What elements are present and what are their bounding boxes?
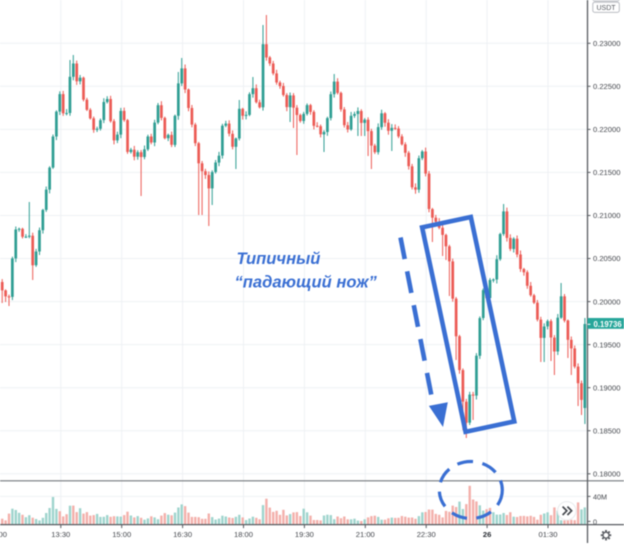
svg-text:0.23000: 0.23000 bbox=[593, 39, 620, 48]
svg-text:22:30: 22:30 bbox=[417, 530, 436, 539]
svg-text:0.18000: 0.18000 bbox=[593, 470, 620, 479]
svg-text:USDT: USDT bbox=[596, 5, 616, 12]
svg-text:0.19500: 0.19500 bbox=[593, 340, 620, 349]
svg-text:0.21000: 0.21000 bbox=[593, 211, 620, 220]
svg-text:Типичный: Типичный bbox=[237, 249, 321, 268]
svg-text:0.20500: 0.20500 bbox=[593, 254, 620, 263]
svg-text:16:30: 16:30 bbox=[173, 530, 192, 539]
svg-text:15:00: 15:00 bbox=[112, 530, 131, 539]
svg-text:01:30: 01:30 bbox=[538, 530, 557, 539]
svg-text:0: 0 bbox=[593, 518, 597, 527]
svg-text:0.19736: 0.19736 bbox=[594, 320, 623, 329]
svg-text:21:00: 21:00 bbox=[356, 530, 375, 539]
svg-text:0.21500: 0.21500 bbox=[593, 168, 620, 177]
svg-text:40M: 40M bbox=[593, 493, 607, 502]
svg-text:19:30: 19:30 bbox=[295, 530, 314, 539]
svg-text:26: 26 bbox=[483, 530, 491, 539]
svg-text:“падающий нож”: “падающий нож” bbox=[235, 273, 378, 292]
svg-text:13:30: 13:30 bbox=[51, 530, 70, 539]
svg-text:00: 00 bbox=[0, 530, 7, 539]
svg-text:0.18500: 0.18500 bbox=[593, 426, 620, 435]
svg-text:18:00: 18:00 bbox=[234, 530, 253, 539]
svg-text:0.19000: 0.19000 bbox=[593, 383, 620, 392]
svg-text:0.20000: 0.20000 bbox=[593, 297, 620, 306]
svg-text:0.22000: 0.22000 bbox=[593, 125, 620, 134]
svg-text:0.22500: 0.22500 bbox=[593, 82, 620, 91]
